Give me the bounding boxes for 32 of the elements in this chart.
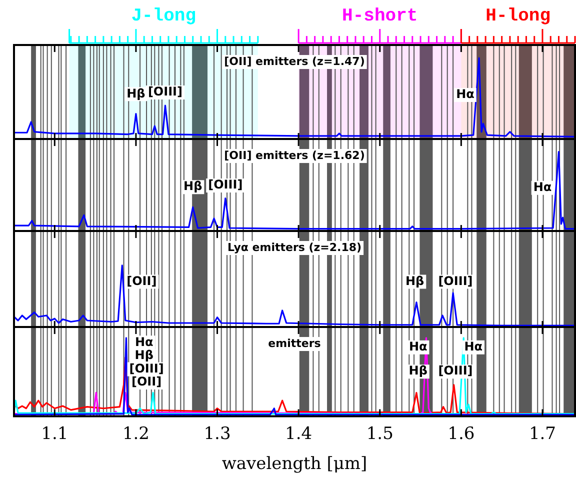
annotation: [OII] (126, 274, 157, 288)
annotation: Hβ (126, 86, 146, 100)
chart-title: emitters (268, 336, 322, 350)
annotation: [OII] (131, 374, 162, 389)
band-label: H-long (486, 6, 550, 27)
annotation: [OIII] (438, 274, 473, 288)
chart-title: Lyα emitters (z=2.18) (227, 240, 362, 254)
chart-title: [OII] emitters (z=1.47) (224, 54, 365, 68)
annotation: Hα (408, 339, 428, 354)
x-tick-label: 1.4 (285, 424, 312, 444)
x-axis-title: wavelength [μm] (222, 454, 368, 474)
x-tick-label: 1.5 (366, 424, 394, 444)
x-tick-label: 1.7 (528, 424, 556, 444)
chart-title: [OII] emitters (z=1.62) (224, 148, 365, 162)
annotation: Hα (464, 339, 483, 354)
x-tick-label: 1.6 (448, 424, 475, 444)
annotation: Hβ (406, 274, 425, 288)
annotation: [OIII] (438, 364, 473, 378)
x-tick-label: 1.2 (122, 424, 150, 444)
band-label: H-short (342, 6, 418, 27)
annotation: [OIII] (129, 361, 164, 376)
annotation: Hα (533, 180, 552, 194)
x-tick-label: 1.3 (204, 424, 231, 444)
annotation: [OIII] (208, 178, 243, 192)
x-tick-label: 1.1 (41, 424, 68, 444)
annotation: Hβ (408, 364, 428, 378)
annotation: Hβ (134, 348, 154, 362)
band-label: J-long (131, 6, 196, 27)
annotation: Hβ (184, 179, 203, 194)
annotation: [OIII] (148, 84, 183, 99)
annotation: Hα (134, 334, 154, 349)
annotation: Hα (456, 87, 474, 102)
